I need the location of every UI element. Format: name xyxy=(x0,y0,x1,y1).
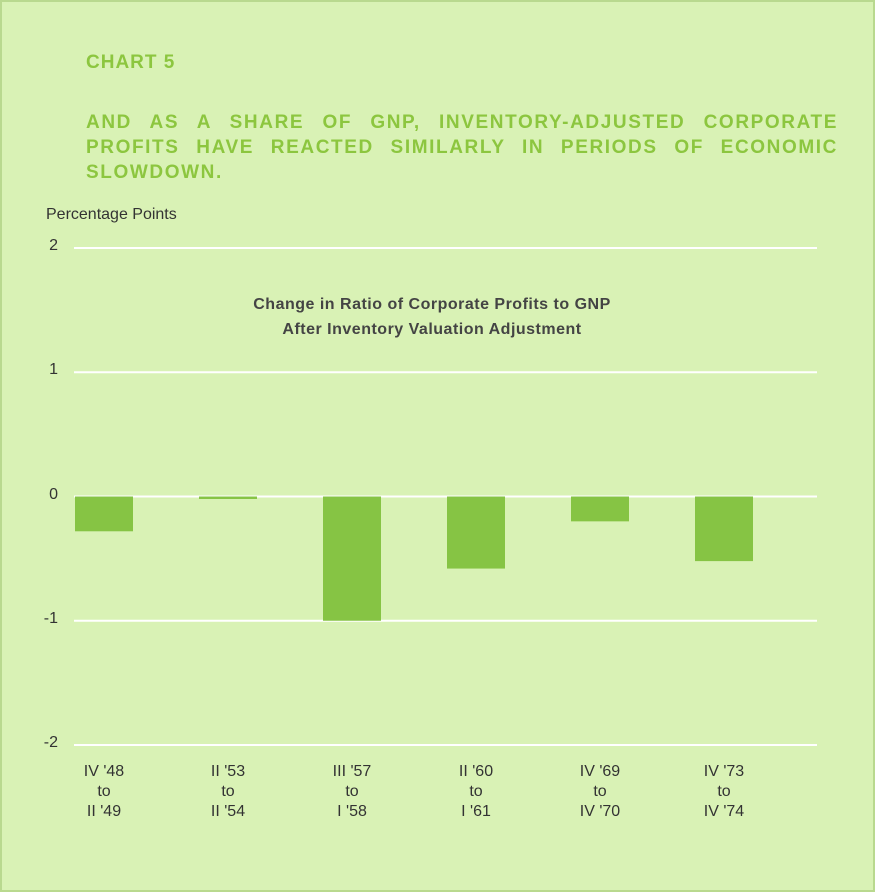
annotation: Change in Ratio of Corporate Profits to … xyxy=(253,296,611,338)
y-tick-label: -1 xyxy=(43,609,58,627)
x-tick-label: IV '48 to II '49 xyxy=(83,763,125,820)
bar xyxy=(323,496,381,621)
y-tick-label: 2 xyxy=(49,237,58,254)
x-tick-label: IV '69 to IV '70 xyxy=(579,763,621,820)
y-axis-label: Percentage Points xyxy=(46,206,177,223)
x-tick-label: III '57 to I '58 xyxy=(332,763,372,820)
x-tick-label: IV '73 to IV '74 xyxy=(703,763,745,820)
y-tick-label: 1 xyxy=(49,361,58,379)
x-tick-label: II '60 to I '61 xyxy=(458,763,494,820)
chart-title: CHART 5 xyxy=(86,52,176,73)
bar xyxy=(75,496,133,532)
y-tick-label: -2 xyxy=(43,734,58,751)
bar xyxy=(571,496,629,522)
y-tick-label: 0 xyxy=(49,485,58,503)
x-tick-label: II '53 to II '54 xyxy=(210,763,246,820)
bar xyxy=(199,496,257,499)
bar xyxy=(695,496,753,562)
bar xyxy=(447,496,505,569)
chart-subtitle: AND AS A SHARE OF GNP, INVENTORY-ADJUSTE… xyxy=(86,112,838,183)
